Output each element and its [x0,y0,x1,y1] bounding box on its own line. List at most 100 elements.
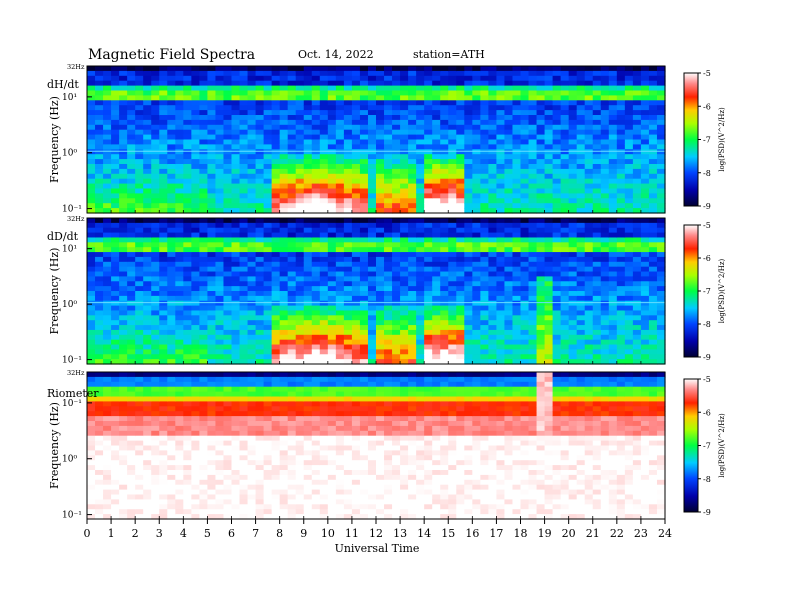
heatmap-cell [87,349,96,355]
heatmap-cell [247,305,257,312]
heatmap-cell [456,305,465,312]
heatmap-cell [432,134,441,141]
heatmap-cell [632,256,642,263]
heatmap-cell [159,372,168,378]
heatmap-cell [143,95,152,101]
heatmap-cell [656,178,666,185]
heatmap-cell [448,266,457,273]
heatmap-cell [592,198,602,204]
heatmap-cell [528,237,538,243]
heatmap-cell [279,339,289,346]
heatmap-cell [568,295,578,302]
heatmap-cell [143,315,152,321]
heatmap-cell [648,173,658,180]
heatmap-cell [416,164,425,170]
heatmap-cell [448,80,457,87]
heatmap-cell [111,386,120,393]
heatmap-cell [616,329,626,336]
heatmap-cell [552,344,562,350]
heatmap-cell [504,256,514,263]
heatmap-cell [207,208,217,214]
heatmap-cell [359,310,369,316]
heatmap-cell [279,266,289,273]
heatmap-cell [648,178,658,185]
heatmap-cell [255,252,265,258]
heatmap-cell [400,354,409,360]
heatmap-cell [640,115,650,121]
heatmap-cell [496,100,506,106]
heatmap-cell [95,445,104,451]
heatmap-cell [127,504,136,510]
heatmap-cell [584,339,594,346]
heatmap-cell [408,222,417,229]
heatmap-cell [432,271,441,277]
heatmap-cell [343,66,353,72]
heatmap-cell [215,237,225,243]
heatmap-cell [183,489,192,496]
heatmap-cell [303,193,313,199]
heatmap-cell [287,100,297,106]
heatmap-cell [239,159,249,165]
heatmap-cell [648,154,658,160]
heatmap-cell [632,334,642,341]
heatmap-cell [464,66,473,72]
heatmap-cell [343,178,353,185]
heatmap-cell [359,154,369,160]
panel-label: dH/dt [47,78,79,91]
heatmap-cell [464,168,473,175]
heatmap-cell [231,247,241,253]
heatmap-cell [504,66,514,72]
heatmap-cell [367,310,377,316]
heatmap-cell [223,416,233,422]
heatmap-cell [287,90,297,96]
heatmap-cell [552,359,562,365]
heatmap-cell [119,445,128,451]
heatmap-cell [327,222,337,229]
heatmap-cell [127,75,136,82]
heatmap-cell [440,334,449,341]
heatmap-cell [496,168,506,175]
heatmap-cell [295,95,305,101]
heatmap-cell [143,440,152,447]
heatmap-cell [127,484,136,491]
heatmap-cell [231,460,241,466]
heatmap-cell [311,75,321,82]
heatmap-cell [400,359,409,365]
heatmap-cell [159,218,168,224]
heatmap-cell [408,100,417,106]
heatmap-cell [311,70,321,77]
heatmap-cell [656,124,666,131]
heatmap-cell [536,100,546,106]
heatmap-cell [576,168,586,175]
heatmap-cell [456,291,465,297]
heatmap-cell [207,261,217,268]
heatmap-cell [295,242,305,248]
heatmap-cell [560,222,570,229]
heatmap-cell [376,124,385,131]
heatmap-cell [263,276,273,282]
heatmap-cell [295,281,305,287]
heatmap-cell [319,75,329,82]
heatmap-cell [432,349,441,355]
heatmap-cell [295,139,305,145]
heatmap-cell [103,499,112,505]
heatmap-cell [191,425,200,432]
heatmap-cell [552,144,562,150]
heatmap-cell [167,276,176,282]
heatmap-cell [255,129,265,136]
heatmap-cell [199,208,209,214]
heatmap-cell [159,450,168,456]
heatmap-cell [287,281,297,287]
heatmap-cell [488,144,498,150]
heatmap-cell [392,110,401,116]
heatmap-cell [183,232,192,239]
heatmap-cell [351,139,361,145]
heatmap-cell [544,247,554,253]
heatmap-cell [343,75,353,82]
heatmap-cell [488,237,498,243]
heatmap-cell [143,411,152,417]
heatmap-cell [448,95,457,101]
heatmap-cell [488,320,498,326]
heatmap-cell [279,193,289,199]
heatmap-cell [544,80,554,87]
